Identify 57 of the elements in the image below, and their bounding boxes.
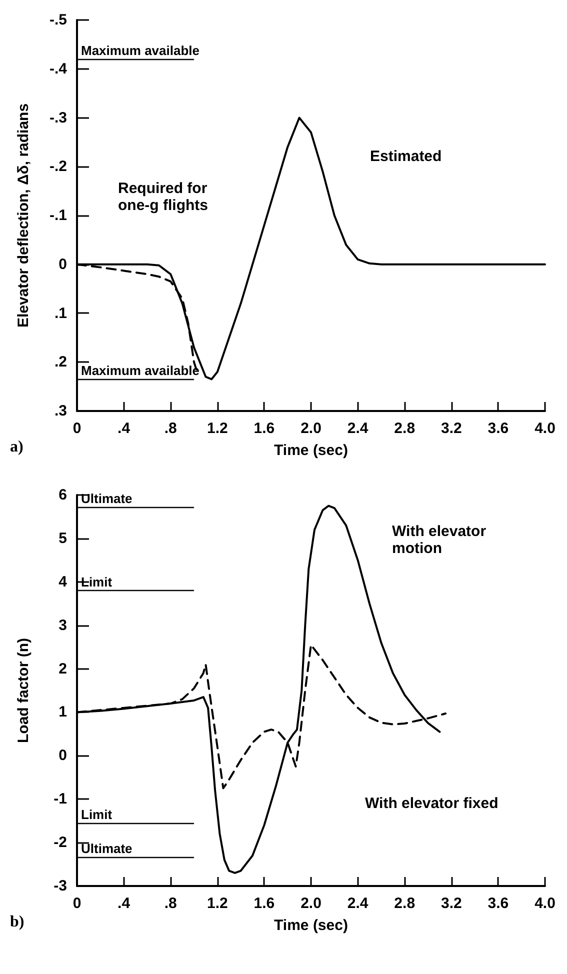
x-tick-label: 0 [72, 895, 82, 912]
ref-line-label: Limit [81, 807, 113, 822]
x-tick-label: .4 [118, 420, 131, 437]
y-tick-label: 5 [58, 530, 67, 547]
y-tick-label: -1 [54, 790, 67, 808]
y-tick-label: -.5 [49, 12, 67, 28]
x-tick-label: 2.0 [300, 895, 322, 912]
x-tick-label: 4.0 [534, 420, 556, 437]
x-tick-label: 3.2 [440, 420, 462, 437]
annotation: Estimated [370, 148, 442, 165]
y-tick-label: .1 [54, 304, 67, 322]
x-tick-label: .4 [118, 895, 131, 912]
x-tick-label: 2.4 [347, 895, 369, 912]
y-tick-label: 3 [58, 616, 67, 634]
annotation: With elevator fixed [365, 795, 498, 812]
y-tick-label: -2 [54, 834, 67, 852]
y-tick-label: 0 [58, 256, 67, 273]
ref-line-label: Maximum available [81, 43, 200, 58]
x-axis-title: Time (sec) [274, 917, 348, 934]
x-tick-label: 2.4 [347, 420, 369, 437]
x-tick-label: .8 [164, 895, 177, 912]
y-tick-label: -.1 [49, 207, 67, 224]
ref-line-label: Limit [81, 574, 113, 590]
y-tick-label: 6 [58, 486, 67, 504]
text: b) [10, 914, 24, 930]
x-tick-label: 1.2 [206, 895, 228, 912]
x-tick-label: 2.0 [300, 420, 322, 437]
ref-line-label: Maximum available [81, 363, 200, 378]
text: a) [10, 438, 24, 456]
x-tick-label: 3.6 [488, 895, 509, 912]
x-tick-label: 4.0 [534, 895, 556, 912]
y-tick-label: -3 [54, 878, 67, 894]
x-tick-label: 1.2 [206, 420, 228, 437]
ref-line-label: Ultimate [81, 840, 132, 856]
x-axis-title: Time (sec) [274, 442, 348, 459]
x-tick-label: 1.6 [254, 895, 275, 912]
x-tick-label: 2.8 [394, 420, 416, 437]
x-tick-label: 0 [72, 420, 82, 437]
x-tick-label: 3.2 [440, 895, 462, 912]
y-tick-label: -.3 [49, 109, 67, 126]
y-tick-label: .2 [54, 354, 67, 371]
y-axis-title: Elevator deflection, Δδ, radians [15, 103, 32, 328]
y-tick-label: -.4 [49, 60, 68, 78]
x-tick-label: 1.6 [254, 420, 275, 437]
y-tick-label: .3 [54, 402, 67, 420]
y-tick-label: 2 [58, 660, 67, 678]
y-tick-label: -.2 [49, 158, 67, 176]
annotation: Required for one-g flights [118, 180, 212, 214]
annotation: With elevator motion [392, 523, 490, 557]
x-tick-label: 2.8 [394, 895, 416, 912]
y-tick-label: 4 [58, 573, 68, 590]
ref-line-label: Ultimate [81, 491, 132, 506]
y-axis-title: Load factor (n) [15, 638, 32, 743]
y-tick-label: 1 [58, 704, 67, 721]
y-tick-label: 0 [58, 747, 67, 764]
x-tick-label: .8 [164, 420, 177, 437]
x-tick-label: 3.6 [488, 420, 509, 437]
